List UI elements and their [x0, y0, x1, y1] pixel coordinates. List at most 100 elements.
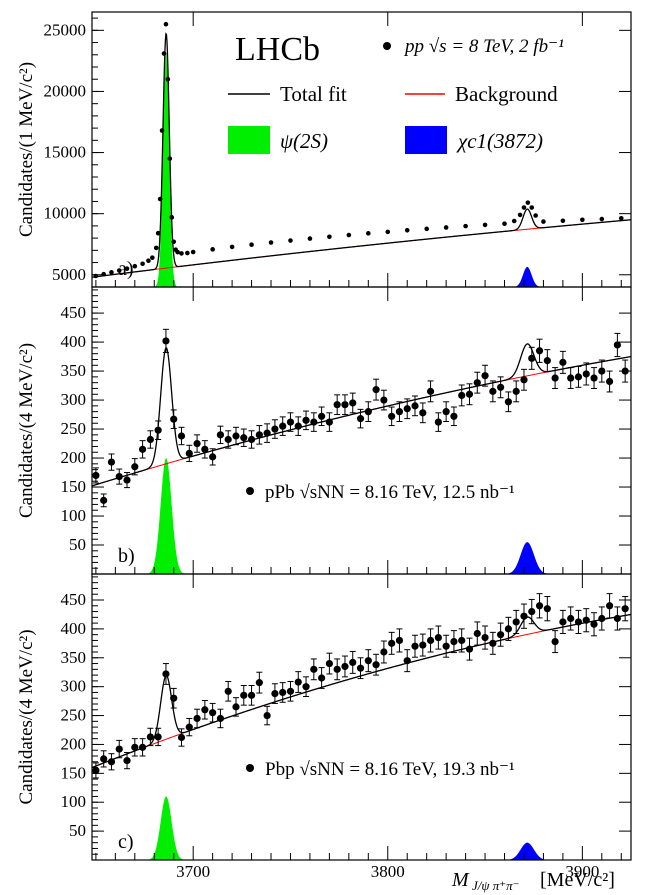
data-point: [165, 76, 171, 82]
data-point: [155, 230, 161, 236]
data-point: [346, 232, 352, 238]
total-fit-curve: [91, 343, 632, 487]
data-point: [263, 429, 271, 437]
legend-background-label: Background: [455, 82, 558, 106]
data-point: [341, 401, 349, 409]
data-point: [605, 602, 614, 610]
data-point: [232, 432, 240, 440]
data-point: [131, 743, 139, 751]
data-point: [154, 426, 162, 434]
psi2s-signal-peak: [150, 52, 182, 287]
y-tick-label: 100: [61, 792, 87, 811]
data-point: [107, 758, 116, 766]
data-point: [512, 618, 520, 626]
y-tick-label: 100: [61, 506, 87, 525]
x-axis-label-unit: [MeV/c²]: [540, 869, 615, 891]
psi2s-signal-peak: [138, 458, 194, 574]
data-point: [240, 434, 248, 442]
psi2s-signal-peak: [138, 796, 194, 860]
data-point: [101, 271, 106, 277]
data-point: [356, 415, 365, 423]
data-point: [605, 377, 614, 386]
data-point: [201, 706, 209, 714]
data-point: [419, 409, 427, 417]
data-point: [541, 219, 546, 224]
legend-chic1-swatch: [405, 126, 447, 154]
data-point: [590, 374, 598, 382]
data-point: [209, 453, 217, 461]
data-point: [380, 396, 388, 404]
data-point: [325, 659, 333, 668]
data-point: [349, 658, 357, 667]
data-point: [621, 605, 629, 613]
data-point: [302, 416, 310, 424]
data-point: [232, 703, 240, 711]
data-point: [450, 638, 458, 646]
x-tick-label: 3700: [176, 862, 210, 881]
data-point: [551, 374, 559, 382]
data-point: [294, 678, 302, 686]
data-point: [481, 633, 489, 642]
data-point: [463, 223, 468, 229]
data-point: [162, 670, 170, 678]
panel-b-y-axis-label: Candidates/(4 MeV/c²): [16, 343, 37, 518]
data-point: [169, 215, 175, 220]
data-point: [310, 665, 318, 673]
data-point: [333, 401, 341, 409]
data-point: [434, 418, 442, 426]
panel-a-y-axis-label: Candidates/(1 MeV/c²): [16, 62, 37, 237]
data-point: [533, 213, 538, 218]
data-point: [100, 496, 108, 504]
y-tick-label: 350: [61, 648, 87, 667]
data-point: [424, 226, 429, 232]
data-point: [263, 711, 271, 720]
y-tick-label: 50: [69, 821, 86, 840]
data-point: [528, 607, 536, 616]
data-point: [473, 629, 481, 638]
data-point: [567, 374, 575, 382]
panel-c-dataset-label: Pbp √sNN = 8.16 TeV, 19.3 nb⁻¹: [265, 759, 515, 780]
data-point: [582, 370, 590, 378]
data-point: [560, 218, 566, 224]
data-point: [559, 358, 567, 366]
data-point: [385, 229, 391, 235]
data-point: [543, 357, 551, 365]
panel-a: 5000 10000 15000 20000 25000 a) Candidates/(1 …: [16, 11, 632, 288]
y-tick-label: 15000: [44, 143, 87, 162]
data-point: [327, 234, 332, 240]
data-point: [403, 657, 411, 665]
data-point: [249, 242, 254, 248]
data-point: [404, 227, 410, 233]
legend-psi2s-label: ψ(2S): [280, 129, 328, 153]
total-fit-curve: [91, 613, 632, 769]
data-point: [497, 631, 505, 639]
data-point: [159, 128, 165, 133]
data-point: [613, 341, 621, 349]
data-point: [426, 387, 435, 395]
panel-c-label: c): [118, 831, 134, 853]
data-point: [582, 616, 590, 624]
data-point: [140, 261, 145, 267]
data-point: [482, 222, 488, 228]
data-point: [210, 247, 215, 252]
background-fit-curve: [91, 613, 632, 769]
data-point: [216, 431, 225, 439]
data-point: [388, 412, 396, 420]
data-point: [310, 418, 318, 426]
data-point: [132, 263, 138, 269]
data-point: [190, 249, 196, 255]
data-point: [268, 240, 274, 245]
data-point: [380, 648, 388, 656]
panel-a-label: a): [118, 258, 134, 280]
data-point: [247, 691, 256, 699]
y-tick-label: 450: [61, 590, 87, 609]
data-point: [229, 244, 235, 250]
data-point: [411, 402, 419, 410]
data-point: [450, 412, 458, 420]
data-point: [185, 449, 193, 458]
data-point: [177, 733, 186, 742]
x-tick-label: 3900: [565, 862, 599, 881]
data-point: [302, 683, 310, 691]
data-point: [240, 691, 248, 699]
legend-chic1-label: χc1(3872): [456, 129, 543, 153]
